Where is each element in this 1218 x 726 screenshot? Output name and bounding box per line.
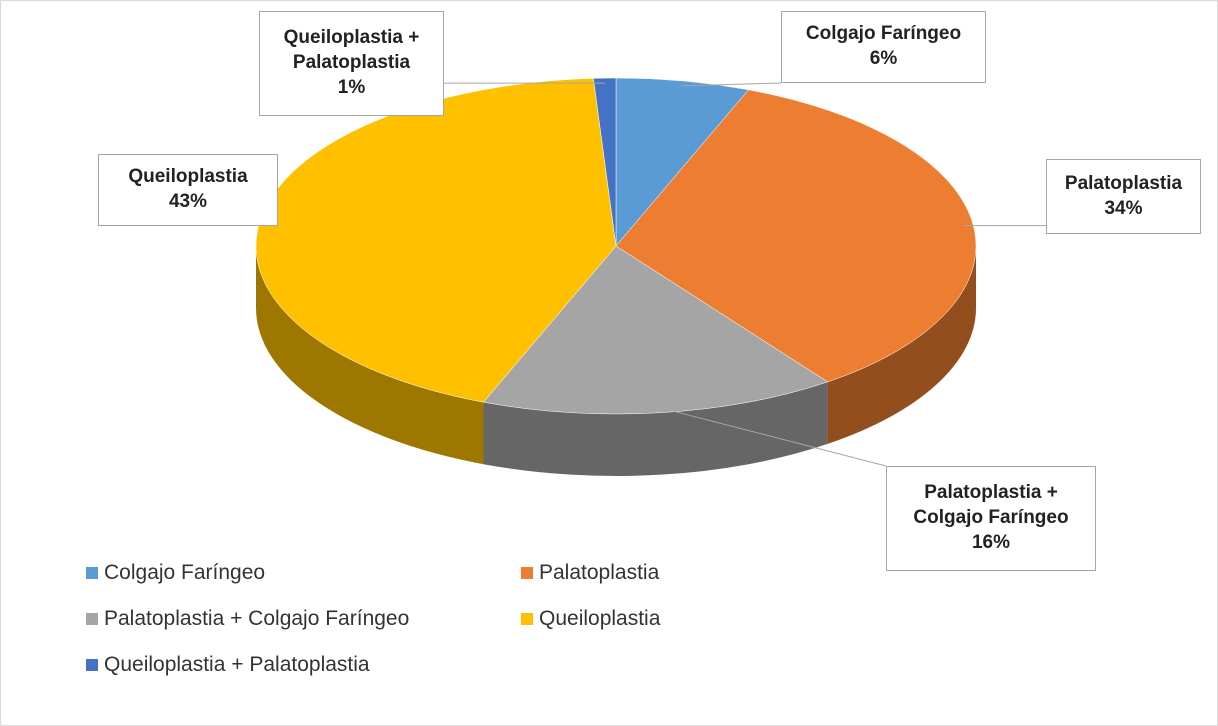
- legend-item: Colgajo Faríngeo: [86, 561, 521, 585]
- label-name: Colgajo Faríngeo: [805, 23, 962, 45]
- legend-swatch: [86, 567, 98, 579]
- legend-swatch: [86, 613, 98, 625]
- legend-label: Queiloplastia: [539, 607, 661, 630]
- data-label: Queiloplastia 43%: [98, 154, 278, 226]
- legend-swatch: [86, 659, 98, 671]
- label-value: 43%: [168, 191, 208, 212]
- slice-side: [827, 246, 976, 444]
- slice-side: [483, 381, 828, 476]
- label-value: 34%: [1104, 197, 1143, 219]
- legend-item: Palatoplastia + Colgajo Faríngeo: [86, 607, 521, 631]
- slice: [483, 245, 829, 415]
- legend-label: Palatoplastia: [539, 561, 660, 584]
- leader-line: [659, 407, 887, 467]
- legend-item: Queiloplastia + Palatoplastia: [86, 653, 521, 677]
- label-name: Palatoplastia + Colgajo Faríngeo: [913, 482, 1069, 529]
- label-name: Queiloplastia: [128, 166, 248, 188]
- legend-label: Palatoplastia + Colgajo Faríngeo: [104, 607, 410, 630]
- label-name: Palatoplastia: [1064, 172, 1183, 194]
- legend: Colgajo Faríngeo Palatoplastia Palatoplast…: [86, 561, 821, 677]
- label-value: 16%: [971, 531, 1011, 553]
- data-label: Queiloplastia + Palatoplastia 1%: [259, 11, 444, 116]
- slice: [615, 77, 749, 247]
- slice-side: [256, 246, 484, 465]
- legend-swatch: [521, 613, 533, 625]
- slice: [615, 89, 977, 383]
- data-label: Colgajo Faríngeo 6%: [781, 11, 986, 83]
- legend-swatch: [521, 567, 533, 579]
- label-name: Queiloplastia + Palatoplastia: [283, 27, 420, 74]
- legend-item: Palatoplastia: [521, 561, 821, 585]
- legend-label: Queiloplastia + Palatoplastia: [104, 653, 370, 676]
- data-label: Palatoplastia + Colgajo Faríngeo 16%: [886, 466, 1096, 571]
- legend-item: Queiloplastia: [521, 607, 821, 631]
- label-value: 1%: [337, 76, 366, 98]
- slice: [593, 77, 617, 247]
- data-label: Palatoplastia 34%: [1046, 159, 1201, 234]
- legend-label: Colgajo Faríngeo: [104, 561, 266, 584]
- label-value: 6%: [869, 48, 898, 69]
- slice-sides: [256, 246, 976, 476]
- leader-line: [681, 82, 782, 87]
